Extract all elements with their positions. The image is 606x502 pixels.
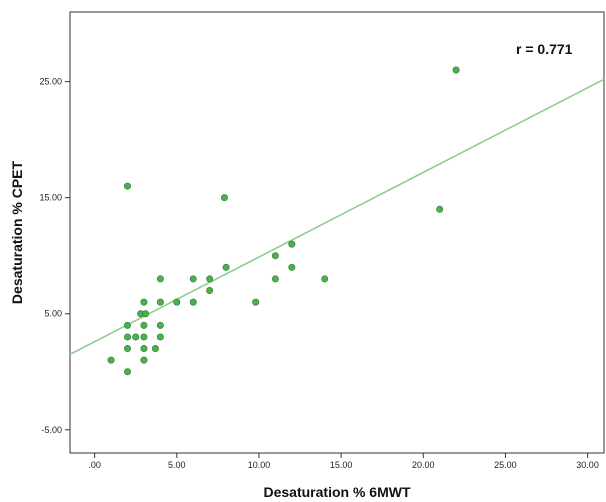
data-point — [156, 298, 164, 306]
data-point — [189, 298, 197, 306]
x-tick-label: 30.00 — [576, 460, 599, 470]
data-point — [140, 356, 148, 364]
data-point — [288, 263, 296, 271]
data-point — [189, 275, 197, 283]
x-axis-title: Desaturation % 6MWT — [263, 484, 410, 500]
x-tick-label: 25.00 — [494, 460, 517, 470]
data-point — [140, 333, 148, 341]
data-point — [321, 275, 329, 283]
data-point — [107, 356, 115, 364]
regression-fit-line — [69, 78, 605, 356]
x-axis-ticks: .00 5.00 10.00 15.00 20.00 25.00 30.00 — [88, 453, 599, 470]
y-axis-ticks: -5.00 5.00 15.00 25.00 — [39, 77, 70, 435]
data-point — [222, 263, 230, 271]
y-axis-title: Desaturation % CPET — [9, 160, 25, 304]
data-point — [151, 345, 159, 353]
data-point — [124, 333, 132, 341]
data-point — [271, 252, 279, 260]
data-points — [107, 66, 460, 376]
x-tick-label: .00 — [88, 460, 101, 470]
y-tick-label: 15.00 — [39, 193, 62, 203]
data-point — [271, 275, 279, 283]
data-point — [132, 333, 140, 341]
data-point — [140, 345, 148, 353]
data-point — [156, 321, 164, 329]
data-point — [436, 205, 444, 213]
data-point — [140, 321, 148, 329]
x-tick-label: 20.00 — [412, 460, 435, 470]
y-tick-label: 5.00 — [44, 309, 62, 319]
data-point — [156, 333, 164, 341]
x-tick-label: 15.00 — [330, 460, 353, 470]
data-point — [288, 240, 296, 248]
plot-frame — [69, 11, 605, 454]
data-point — [124, 182, 132, 190]
y-tick-label: 25.00 — [39, 77, 62, 87]
x-tick-label: 5.00 — [168, 460, 186, 470]
data-point — [206, 275, 214, 283]
data-point — [124, 321, 132, 329]
y-tick-label: -5.00 — [41, 425, 62, 435]
data-point — [142, 310, 150, 318]
data-point — [124, 345, 132, 353]
x-tick-label: 10.00 — [248, 460, 271, 470]
data-point — [124, 368, 132, 376]
data-point — [173, 298, 181, 306]
data-point — [252, 298, 260, 306]
correlation-annotation: r = 0.771 — [516, 41, 573, 57]
data-point — [140, 298, 148, 306]
data-point — [206, 287, 214, 295]
data-point — [156, 275, 164, 283]
data-point — [220, 194, 228, 202]
data-point — [452, 66, 460, 74]
